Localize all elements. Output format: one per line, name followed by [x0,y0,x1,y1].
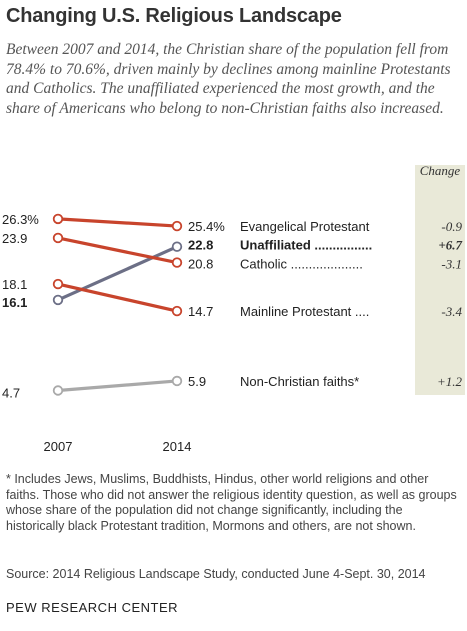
organization-name: PEW RESEARCH CENTER [6,600,179,615]
point-2007-unaffiliated [52,294,64,306]
label-2014-mainline-protestant: 14.7 [188,304,213,319]
chart-title: Changing U.S. Religious Landscape [6,5,342,27]
point-2007-evangelical-protestant [52,213,64,225]
change-panel [415,165,465,395]
change-value-mainline-protestant: -3.4 [441,304,462,319]
change-value-catholic: -3.1 [441,257,462,272]
change-value-non-christian-faiths: +1.2 [437,374,463,389]
label-2007-non-christian-faiths: 4.7 [2,386,20,401]
label-2007-catholic: 23.9 [2,231,27,246]
source-note: Source: 2014 Religious Landscape Study, … [6,567,426,581]
series-name-non-christian-faiths: Non-Christian faiths* [240,374,359,389]
series-line-evangelical-protestant [57,217,178,228]
label-2014-evangelical-protestant: 25.4% [188,219,225,234]
label-2014-non-christian-faiths: 5.9 [188,374,206,389]
series-name-catholic: Catholic .................... [240,257,363,272]
series-name-mainline-protestant: Mainline Protestant .... [240,304,369,319]
point-2014-mainline-protestant [171,305,183,317]
series-line-catholic [57,236,178,265]
series-line-mainline-protestant [57,282,178,313]
series-line-non-christian-faiths [57,379,178,393]
x-tick-2014: 2014 [163,439,192,454]
point-2014-evangelical-protestant [171,220,183,232]
point-2014-non-christian-faiths [171,375,183,387]
label-2014-catholic: 20.8 [188,257,213,272]
series-name-unaffiliated: Unaffiliated ................ [240,238,372,253]
point-2014-unaffiliated [171,241,183,252]
point-2007-catholic [52,232,64,244]
label-2007-unaffiliated: 16.1 [2,295,27,310]
label-2014-unaffiliated: 22.8 [188,238,213,253]
footnote: * Includes Jews, Muslims, Buddhists, Hin… [6,472,457,533]
chart-subtitle: Between 2007 and 2014, the Christian sha… [6,41,451,117]
label-2007-evangelical-protestant: 26.3% [2,212,39,227]
point-2007-mainline-protestant [52,278,64,290]
change-header: Change [420,165,461,178]
line-chart: Change 26.3% 25.4% Evangelical Protestant -0… [2,165,465,454]
change-value-evangelical-protestant: -0.9 [441,219,462,234]
series-line-unaffiliated [57,245,178,302]
change-value-unaffiliated: +6.7 [438,238,462,253]
label-2007-mainline-protestant: 18.1 [2,277,27,292]
x-tick-2007: 2007 [44,439,73,454]
point-2014-catholic [171,257,183,268]
series-name-evangelical-protestant: Evangelical Protestant [240,219,370,234]
point-2007-non-christian-faiths [52,385,64,396]
